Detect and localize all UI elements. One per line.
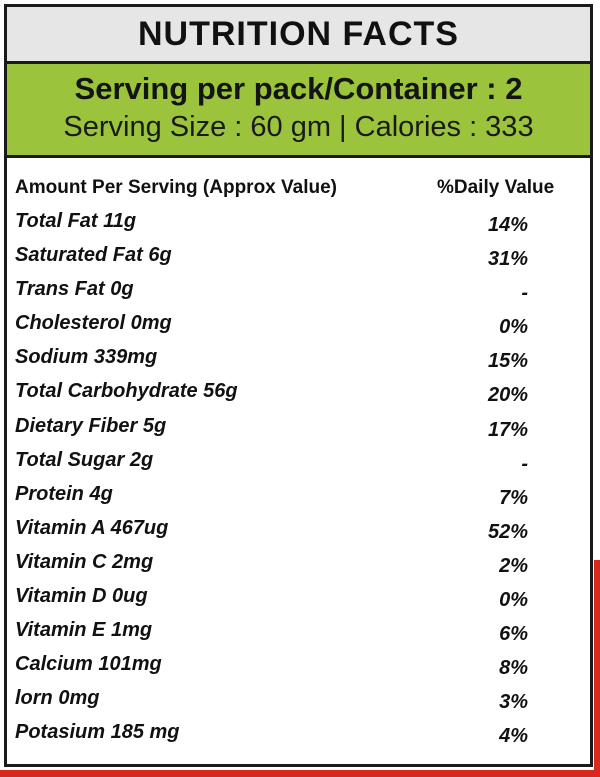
nutrient-name: Cholesterol 0mg bbox=[15, 312, 172, 335]
nutrient-name: lorn 0mg bbox=[15, 687, 100, 710]
nutrient-row: Vitamin C 2mg 2% bbox=[7, 549, 590, 583]
servings-per-container: Serving per pack/Container : 2 bbox=[74, 71, 523, 106]
nutrient-daily-value: 0% bbox=[499, 589, 528, 612]
nutrient-name: Sodium 339mg bbox=[15, 346, 158, 369]
nutrient-row: Saturated Fat 6g 31% bbox=[7, 242, 590, 276]
nutrient-daily-value: 8% bbox=[499, 657, 528, 680]
nutrient-row: Potasium 185 mg 4% bbox=[7, 719, 590, 753]
nutrient-name: Potasium 185 mg bbox=[15, 721, 180, 744]
nutrient-row: Vitamin D 0ug 0% bbox=[7, 583, 590, 617]
background-edge-right bbox=[594, 560, 600, 777]
nutrient-name: Vitamin D 0ug bbox=[15, 585, 148, 608]
nutrient-row: Dietary Fiber 5g 17% bbox=[7, 413, 590, 447]
nutrient-rows: Total Fat 11g 14% Saturated Fat 6g 31% Trans… bbox=[7, 208, 590, 754]
nutrient-row: Protein 4g 7% bbox=[7, 481, 590, 515]
nutrient-row: Vitamin E 1mg 6% bbox=[7, 617, 590, 651]
title-bar: NUTRITION FACTS bbox=[7, 7, 590, 64]
nutrient-daily-value: 6% bbox=[499, 623, 528, 646]
nutrient-row: Vitamin A 467ug 52% bbox=[7, 515, 590, 549]
nutrition-label: NUTRITION FACTS Serving per pack/Contain… bbox=[4, 4, 593, 767]
nutrient-daily-value: 7% bbox=[499, 486, 528, 509]
nutrient-name: Total Carbohydrate 56g bbox=[15, 380, 238, 403]
nutrient-row: Trans Fat 0g - bbox=[7, 276, 590, 310]
nutrient-daily-value: 2% bbox=[499, 554, 528, 577]
nutrient-row: Total Sugar 2g - bbox=[7, 447, 590, 481]
nutrient-daily-value: 4% bbox=[499, 725, 528, 748]
nutrient-row: Total Fat 11g 14% bbox=[7, 208, 590, 242]
nutrient-row: Total Carbohydrate 56g 20% bbox=[7, 378, 590, 412]
amount-per-serving-header: Amount Per Serving (Approx Value) bbox=[15, 177, 337, 198]
nutrient-daily-value: 31% bbox=[487, 248, 528, 271]
nutrient-name: Dietary Fiber 5g bbox=[15, 414, 167, 437]
nutrient-row: lorn 0mg 3% bbox=[7, 685, 590, 719]
nutrient-row: Sodium 339mg 15% bbox=[7, 344, 590, 378]
label-title: NUTRITION FACTS bbox=[138, 14, 459, 53]
nutrient-name: Saturated Fat 6g bbox=[15, 244, 172, 267]
nutrient-name: Protein 4g bbox=[15, 482, 113, 505]
nutrient-daily-value: 52% bbox=[487, 520, 528, 543]
nutrient-daily-value: 17% bbox=[487, 418, 528, 441]
background-edge-bottom bbox=[0, 770, 600, 777]
nutrient-daily-value: 14% bbox=[487, 214, 528, 236]
nutrient-name: Total Fat 11g bbox=[15, 210, 137, 232]
serving-size-calories: Serving Size : 60 gm | Calories : 333 bbox=[63, 111, 534, 143]
nutrient-daily-value: - bbox=[521, 452, 528, 475]
nutrient-table: Amount Per Serving (Approx Value) %Daily… bbox=[7, 158, 590, 754]
nutrient-row: Cholesterol 0mg 0% bbox=[7, 310, 590, 344]
nutrient-daily-value: 15% bbox=[487, 350, 528, 373]
daily-value-header: %Daily Value bbox=[437, 177, 555, 198]
table-header: Amount Per Serving (Approx Value) %Daily… bbox=[7, 176, 590, 208]
nutrient-row: Calcium 101mg 8% bbox=[7, 651, 590, 685]
nutrient-daily-value: 0% bbox=[499, 316, 528, 339]
nutrient-daily-value: - bbox=[521, 282, 528, 305]
nutrient-name: Calcium 101mg bbox=[15, 653, 162, 676]
nutrient-daily-value: 3% bbox=[499, 691, 528, 714]
serving-info-box: Serving per pack/Container : 2 Serving S… bbox=[7, 64, 590, 158]
nutrient-daily-value: 20% bbox=[487, 384, 528, 407]
nutrient-name: Total Sugar 2g bbox=[15, 448, 154, 471]
nutrient-name: Vitamin E 1mg bbox=[15, 619, 153, 642]
nutrient-name: Trans Fat 0g bbox=[15, 278, 134, 301]
nutrient-name: Vitamin A 467ug bbox=[15, 516, 169, 539]
nutrient-name: Vitamin C 2mg bbox=[15, 550, 154, 573]
